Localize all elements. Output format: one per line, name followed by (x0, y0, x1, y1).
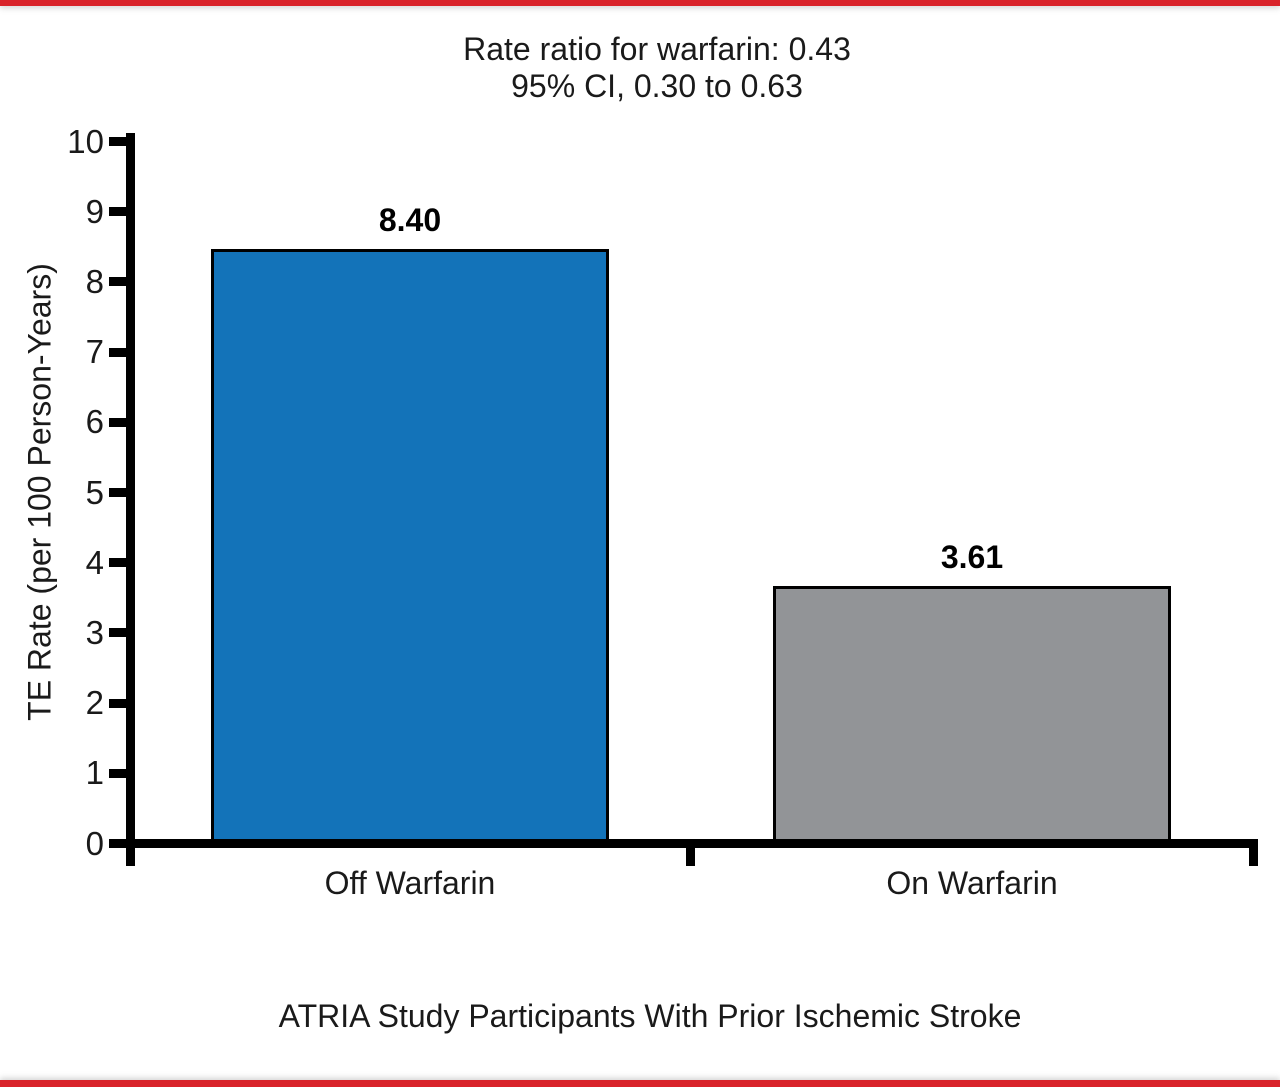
x-tick-1 (686, 839, 695, 866)
y-tick-label-2: 2 (85, 684, 104, 722)
y-tick-5 (109, 488, 126, 497)
x-category-label-off-warfarin: Off Warfarin (324, 865, 496, 901)
y-tick-7 (109, 347, 126, 357)
x-tick-2 (1249, 839, 1258, 866)
x-axis-line (114, 839, 1258, 848)
y-tick-1 (109, 768, 126, 778)
y-tick-label-6: 6 (85, 403, 104, 441)
y-axis-line (126, 133, 135, 848)
y-tick-label-3: 3 (85, 613, 104, 651)
bottom-red-border (0, 1080, 1280, 1087)
x-tick-0 (126, 839, 135, 866)
y-tick-2 (109, 698, 126, 708)
y-tick-4 (109, 558, 126, 568)
chart-title: Rate ratio for warfarin: 0.43 95% CI, 0.… (17, 31, 1280, 105)
top-red-border (0, 0, 1280, 6)
bar-on-warfarin (773, 586, 1171, 845)
y-tick-label-10: 10 (67, 122, 104, 160)
y-tick-label-4: 4 (85, 543, 104, 581)
bar-value-label-off-warfarin: 8.40 (378, 202, 442, 238)
chart-caption: ATRIA Study Participants With Prior Isch… (278, 998, 1022, 1034)
y-tick-label-5: 5 (85, 473, 104, 511)
chart-title-line2: 95% CI, 0.30 to 0.63 (511, 68, 803, 104)
bar-value-label-on-warfarin: 3.61 (940, 539, 1004, 575)
y-tick-9 (109, 207, 126, 217)
y-tick-8 (109, 277, 126, 287)
y-tick-label-7: 7 (85, 333, 104, 371)
x-category-label-on-warfarin: On Warfarin (886, 865, 1058, 901)
y-tick-label-0: 0 (85, 824, 104, 862)
y-tick-label-9: 9 (85, 192, 104, 230)
chart-title-line1: Rate ratio for warfarin: 0.43 (463, 31, 851, 67)
y-tick-label-1: 1 (85, 754, 104, 792)
y-tick-label-8: 8 (85, 262, 104, 300)
y-tick-3 (109, 628, 126, 638)
y-tick-6 (109, 417, 126, 427)
bar-off-warfarin (211, 249, 609, 845)
y-tick-10 (109, 137, 126, 146)
